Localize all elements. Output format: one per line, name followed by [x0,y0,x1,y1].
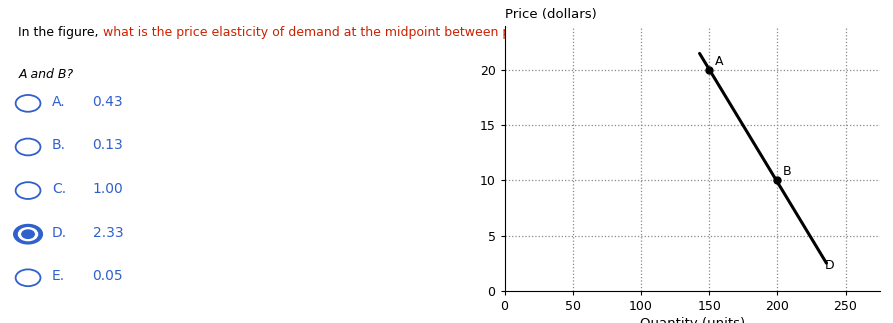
Text: D.: D. [52,225,67,240]
Text: 1.00: 1.00 [93,182,123,196]
Text: A: A [714,55,723,68]
Text: 0.43: 0.43 [93,95,123,109]
Circle shape [21,230,34,238]
Text: D: D [825,259,835,272]
Text: C.: C. [52,182,66,196]
Text: 0.13: 0.13 [93,138,123,152]
Text: 0.05: 0.05 [93,269,123,283]
Text: Price (dollars): Price (dollars) [505,7,597,20]
Text: In the figure,: In the figure, [19,26,103,39]
Text: B.: B. [52,138,66,152]
Text: 2.33: 2.33 [93,225,123,240]
Text: A.: A. [52,95,65,109]
Text: what is the price elasticity of demand at the midpoint between points: what is the price elasticity of demand a… [103,26,540,39]
Text: B: B [783,165,791,178]
Circle shape [19,228,38,241]
X-axis label: Quantity (units): Quantity (units) [639,317,745,323]
Text: A and B?: A and B? [19,68,73,81]
Circle shape [13,224,42,244]
Text: E.: E. [52,269,65,283]
